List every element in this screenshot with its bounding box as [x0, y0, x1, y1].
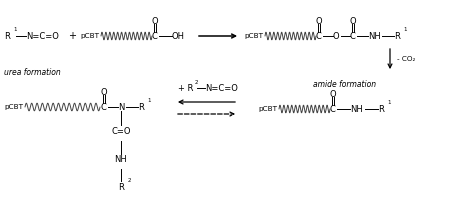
Text: OH: OH — [172, 31, 185, 40]
Text: urea formation: urea formation — [4, 67, 61, 76]
Text: 1: 1 — [13, 27, 17, 31]
Text: O: O — [350, 16, 356, 25]
Text: O: O — [330, 89, 337, 98]
Text: NH: NH — [350, 104, 363, 113]
Text: N=C=O: N=C=O — [26, 31, 59, 40]
Text: O: O — [152, 16, 158, 25]
Text: 1: 1 — [387, 100, 391, 104]
Text: amide formation: amide formation — [313, 79, 376, 89]
Text: pCBT: pCBT — [80, 33, 99, 39]
Text: 1: 1 — [403, 27, 407, 31]
Text: R: R — [378, 104, 384, 113]
Text: C=O: C=O — [111, 128, 131, 137]
Text: 2: 2 — [128, 178, 131, 183]
Text: O: O — [316, 16, 322, 25]
Text: O: O — [100, 88, 107, 97]
Text: NH: NH — [115, 156, 128, 165]
Text: C: C — [152, 31, 158, 40]
Text: + R: + R — [178, 83, 193, 92]
Text: 2: 2 — [195, 79, 199, 85]
Text: R: R — [4, 31, 10, 40]
Text: R: R — [138, 103, 144, 111]
Text: 1: 1 — [147, 98, 151, 103]
Text: pCBT: pCBT — [258, 106, 277, 112]
Text: R: R — [394, 31, 400, 40]
Text: R: R — [118, 183, 124, 192]
Text: - CO₂: - CO₂ — [397, 56, 415, 62]
Text: pCBT: pCBT — [244, 33, 263, 39]
Text: O: O — [333, 31, 340, 40]
Text: C: C — [330, 104, 336, 113]
Text: C: C — [101, 103, 107, 111]
Text: +: + — [68, 31, 76, 41]
Text: C: C — [350, 31, 356, 40]
Text: NH: NH — [368, 31, 381, 40]
Text: N: N — [118, 103, 124, 111]
Text: pCBT: pCBT — [4, 104, 23, 110]
Text: C: C — [316, 31, 322, 40]
Text: N=C=O: N=C=O — [205, 83, 238, 92]
